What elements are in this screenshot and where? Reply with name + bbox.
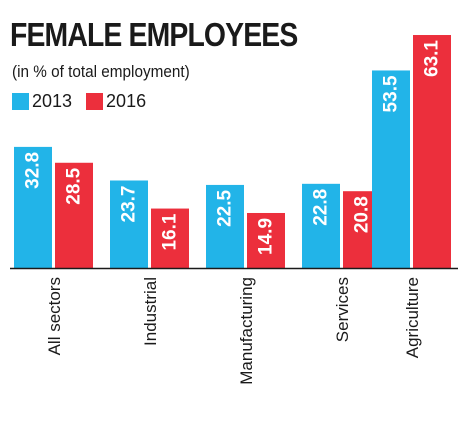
data-label-manufacturing-2016: 14.9 — [256, 218, 277, 255]
data-label-services-2013: 22.8 — [311, 189, 332, 226]
data-label-manufacturing-2013: 22.5 — [215, 189, 236, 226]
legend-swatch-2013 — [12, 93, 29, 110]
bar-manufacturing-2013 — [206, 184, 244, 268]
chart-title: FEMALE EMPLOYEES — [10, 16, 298, 53]
category-label-agriculture: Agriculture — [403, 277, 422, 358]
bar-agriculture-2016 — [413, 35, 451, 269]
legend-item-2016: 2016 — [86, 91, 146, 112]
bar-industrial-2016 — [151, 208, 189, 268]
category-label-all-sectors: All sectors — [45, 277, 64, 355]
bar-all-sectors-2016 — [55, 162, 93, 268]
legend-swatch-2016 — [86, 93, 104, 110]
legend-label-2013: 2013 — [32, 91, 73, 111]
data-label-all-sectors-2013: 32.8 — [23, 152, 44, 189]
bar-agriculture-2013 — [372, 70, 410, 268]
bar-all-sectors-2013 — [14, 146, 52, 268]
category-label-manufacturing: Manufacturing — [237, 277, 256, 385]
legend: 2013 2016 — [12, 91, 160, 112]
bar-industrial-2013 — [110, 180, 148, 268]
data-label-industrial-2016: 16.1 — [160, 213, 181, 250]
bar-services-2013 — [302, 183, 340, 268]
data-label-all-sectors-2016: 28.5 — [64, 167, 85, 204]
data-label-industrial-2013: 23.7 — [119, 185, 140, 222]
data-label-agriculture-2013: 53.5 — [381, 75, 402, 112]
data-label-services-2016: 20.8 — [352, 196, 373, 233]
legend-item-2013: 2013 — [12, 91, 72, 112]
category-label-industrial: Industrial — [141, 277, 160, 346]
legend-label-2016: 2016 — [106, 91, 147, 111]
bar-manufacturing-2016 — [247, 212, 285, 268]
category-label-services: Services — [333, 277, 352, 342]
chart-subtitle: (in % of total employment) — [12, 62, 190, 81]
data-label-agriculture-2016: 63.1 — [422, 40, 443, 77]
